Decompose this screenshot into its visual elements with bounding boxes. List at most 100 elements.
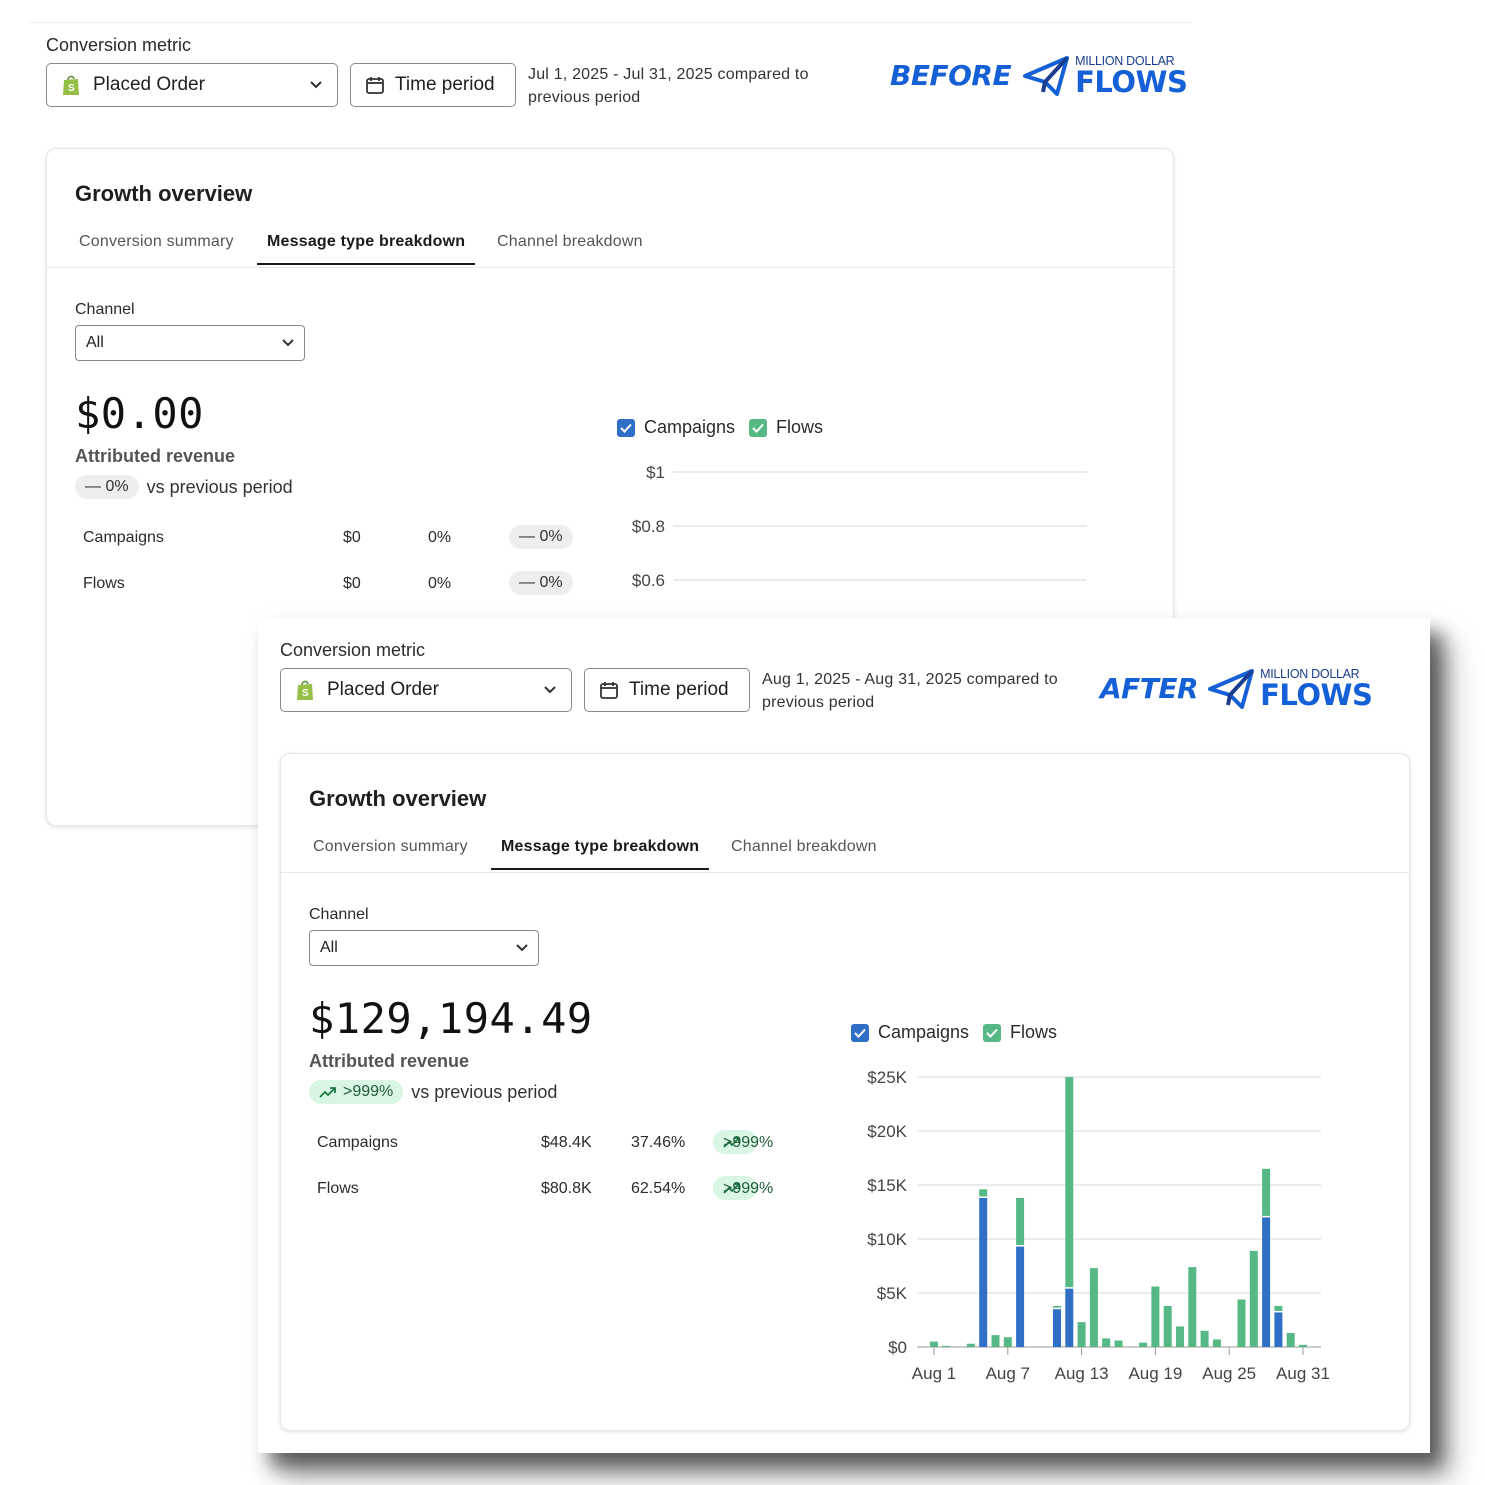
breakdown-row-flows: Flows $0 0% — 0% [83, 571, 583, 601]
row-name: Flows [317, 1180, 359, 1197]
channel-select[interactable]: All [75, 325, 305, 361]
bar-flows [930, 1341, 938, 1347]
svg-text:S: S [68, 83, 75, 94]
row-share: 0% [428, 575, 452, 592]
svg-text:S: S [302, 688, 309, 699]
row-name: Campaigns [83, 529, 164, 546]
tab-channel-breakdown[interactable]: Channel breakdown [497, 233, 643, 250]
legend-label: Flows [1010, 1022, 1058, 1042]
channel-select-value: All [320, 939, 338, 956]
row-value: $48.4K [541, 1134, 592, 1151]
legend-flows[interactable]: Flows [983, 1022, 1057, 1043]
bar-flows [1003, 1337, 1012, 1347]
legend-label: Flows [776, 417, 824, 437]
row-change-text: >999% [723, 1134, 774, 1151]
channel-label: Channel [75, 301, 135, 318]
chevron-down-icon [544, 686, 556, 694]
legend-flows[interactable]: Flows [749, 417, 823, 438]
bar-campaigns [1274, 1312, 1283, 1347]
chevron-down-icon [516, 944, 528, 952]
before-chart: $1 $0.8 $0.6 [632, 463, 1087, 590]
bar-flows [1139, 1342, 1148, 1347]
bar-campaigns [1262, 1217, 1271, 1347]
row-share: 62.54% [631, 1180, 686, 1197]
time-period-label: Time period [395, 74, 495, 95]
delta-badge: >999% [309, 1080, 404, 1104]
shopify-bag-icon: S [63, 75, 79, 95]
bar-flows [1151, 1286, 1160, 1347]
legend-label: Campaigns [878, 1022, 970, 1042]
bar-flows [1016, 1197, 1025, 1246]
brand-small-text: MILLION DOLLAR [1260, 667, 1360, 681]
x-tick-label: Aug 13 [1055, 1364, 1109, 1383]
conversion-metric-select[interactable]: S Placed Order [46, 63, 338, 107]
delta-text: >999% [343, 1083, 394, 1100]
checkbox-checked-icon [851, 1023, 869, 1042]
time-period-button[interactable]: Time period [350, 63, 516, 107]
bar-flows [1089, 1268, 1098, 1347]
y-tick-label: $1 [646, 463, 665, 482]
calendar-icon [366, 77, 384, 94]
bar-flows [1274, 1305, 1283, 1311]
conversion-metric-select[interactable]: S Placed Order [280, 668, 572, 712]
tab-message-type-breakdown[interactable]: Message type breakdown [257, 233, 476, 265]
brand-big-text: FLOWS [1075, 64, 1188, 99]
channel-select[interactable]: All [309, 930, 539, 966]
attributed-revenue-label: Attributed revenue [309, 1051, 470, 1071]
bar-flows [1200, 1330, 1209, 1347]
channel-select-value: All [86, 334, 104, 351]
brand-logo: AFTER MILLION DOLLAR FLOWS [1100, 667, 1373, 712]
bar-flows [1065, 1077, 1074, 1288]
bar-flows [1053, 1305, 1061, 1308]
tab-conversion-summary[interactable]: Conversion summary [313, 838, 468, 855]
bar-flows [1299, 1344, 1307, 1347]
tab-message-type-breakdown[interactable]: Message type breakdown [491, 838, 710, 870]
bar-flows [1077, 1322, 1086, 1347]
paper-plane-icon [1023, 55, 1070, 96]
brand-before-word: BEFORE [890, 59, 1012, 93]
growth-overview-card: Growth overview Conversion summary Messa… [280, 753, 1410, 1431]
tab-bar: Conversion summary Message type breakdow… [47, 227, 1173, 268]
checkbox-checked-icon [983, 1023, 1002, 1042]
bar-flows [991, 1335, 1000, 1347]
bar-campaigns [1065, 1288, 1074, 1347]
after-panel: Conversion metric S Placed Order Time pe… [258, 618, 1430, 1453]
chevron-down-icon [310, 81, 322, 89]
x-tick-label: Aug 31 [1276, 1364, 1330, 1383]
conversion-metric-value: Placed Order [327, 679, 439, 700]
row-share: 37.46% [631, 1134, 686, 1151]
bar-flows [1286, 1332, 1295, 1347]
vs-previous-text: vs previous period [411, 1081, 558, 1102]
x-tick-label: Aug 7 [986, 1364, 1030, 1383]
trend-up-icon [723, 1137, 740, 1148]
x-tick-label: Aug 1 [912, 1364, 956, 1383]
bar-campaigns [979, 1197, 988, 1347]
tab-bar: Conversion summary Message type breakdow… [281, 832, 1409, 873]
attributed-revenue-value: $0.00 [75, 389, 204, 438]
chart-legend: Campaigns Flows [851, 1022, 1071, 1043]
card-title: Growth overview [75, 181, 253, 206]
period-description: Jul 1, 2025 - Jul 31, 2025 compared to p… [528, 66, 809, 106]
row-change-badge: >999% [713, 1176, 773, 1200]
attributed-revenue-value: $129,194.49 [309, 994, 593, 1043]
conversion-metric-label: Conversion metric [280, 640, 426, 660]
bar-flows [1237, 1299, 1246, 1347]
row-value: $80.8K [541, 1180, 592, 1197]
bar-flows [966, 1343, 975, 1347]
checkbox-checked-icon [617, 418, 635, 437]
tab-channel-breakdown[interactable]: Channel breakdown [731, 838, 877, 855]
channel-label: Channel [309, 906, 369, 923]
y-tick-label: $0.6 [632, 571, 665, 590]
bar-campaigns [1053, 1309, 1061, 1347]
calendar-icon [600, 682, 618, 699]
revenue-delta: — 0% vs previous period [75, 475, 293, 499]
legend-campaigns[interactable]: Campaigns [617, 417, 735, 438]
y-tick-label: $5K [877, 1284, 908, 1303]
time-period-button[interactable]: Time period [584, 668, 750, 712]
delta-badge: — 0% [75, 475, 139, 499]
breakdown-row-campaigns: Campaigns $0 0% — 0% [83, 525, 583, 555]
brand-big-text: FLOWS [1260, 677, 1373, 712]
tab-conversion-summary[interactable]: Conversion summary [79, 233, 234, 250]
row-change-text: >999% [723, 1180, 774, 1197]
legend-campaigns[interactable]: Campaigns [851, 1022, 969, 1043]
